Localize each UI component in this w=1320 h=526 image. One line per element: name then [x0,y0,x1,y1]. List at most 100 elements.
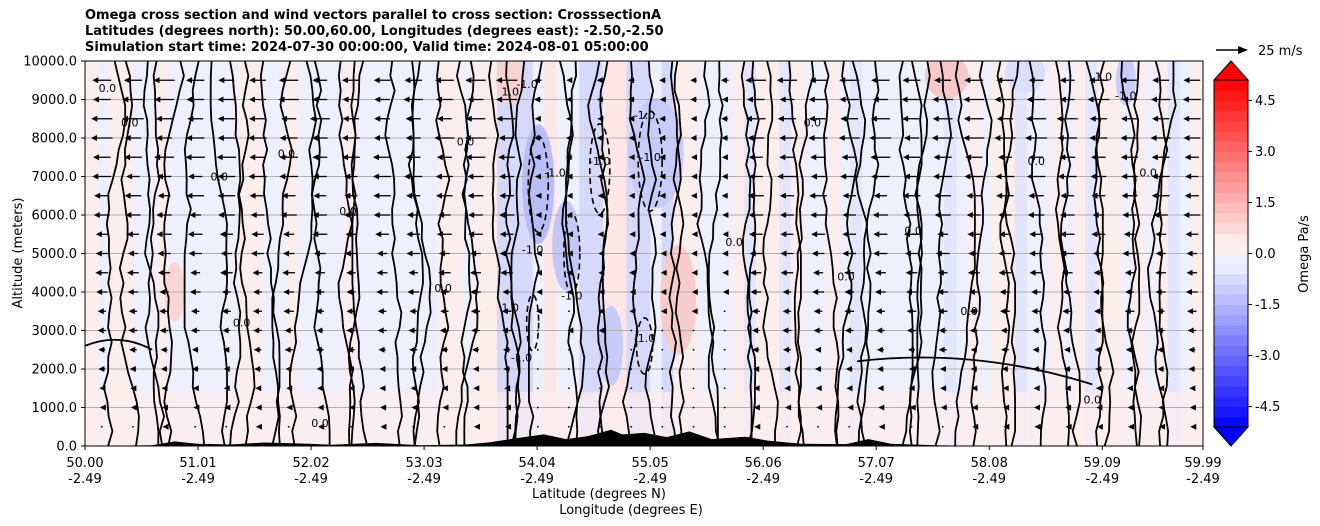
wind-vector-dot [599,348,601,351]
wind-vector-head [1091,231,1098,238]
wind-vector-head [749,250,756,257]
contour-label: -1.0 [634,332,655,345]
contour-label: 1.0 [502,86,520,99]
wind-vector-head [841,154,848,161]
wind-vector-head [377,327,384,334]
contour-zero [822,61,840,446]
wind-vector-head [1157,366,1164,372]
x-tick-label-lat: 59.99 [1184,456,1221,471]
wind-vector-head [905,269,912,276]
colorbar-band [1214,375,1248,387]
wind-vector-dot [661,329,664,332]
contour-label: 1.0 [502,301,520,314]
contour-negative [637,110,663,212]
wind-vector-head [1029,269,1036,276]
wind-vector-head [218,77,225,84]
wind-vector-head [156,231,163,238]
wind-vector-head [1125,289,1132,295]
wind-vector-head [845,366,852,372]
contour-negative [525,293,540,352]
wind-vector-head [938,346,945,353]
wind-vector-head [313,250,320,257]
wind-vector-head [160,346,167,353]
wind-vector-head [372,154,379,161]
wind-vector-head [998,269,1005,276]
wind-vector-head [1026,173,1033,180]
wind-vector-head [374,96,381,103]
wind-vector-head [660,250,667,257]
wind-vector-head [629,231,636,238]
wind-vector-head [598,250,605,257]
wind-vector-head [1065,404,1072,411]
wind-vector-head [659,96,666,103]
contour-zero [259,61,281,446]
wind-vector-head [629,289,636,295]
wind-vector-head [535,212,542,218]
wind-vector-head [1155,250,1162,257]
wind-vector-head [1093,269,1100,276]
wind-vector-head [901,96,908,103]
contour-label: 0.0 [121,116,139,129]
field-patch [598,305,623,386]
wind-vector-head [783,346,790,353]
wind-vector-head [222,327,229,334]
wind-vector-head [255,423,262,430]
wind-vector-head [566,77,573,84]
wind-vector-head [931,135,938,141]
wind-vector-head [596,135,603,141]
wind-vector-dot [630,425,633,428]
wind-vector-dot [910,425,913,428]
wind-vector-head [376,250,383,257]
wind-vector-head [188,173,195,180]
wind-vector-dot [692,425,695,428]
wind-vector-head [504,385,511,392]
wind-vector-head [280,212,287,218]
wind-vector-head [314,269,321,276]
wind-vector-head [691,308,698,315]
wind-vector-head [966,192,973,199]
wind-vector-head [750,289,757,295]
x-axis: 50.00-2.4951.01-2.4952.02-2.4953.03-2.49… [66,446,1222,487]
wind-vector-dot [630,406,633,409]
wind-vector-head [1182,96,1189,103]
wind-vector-head [190,327,197,334]
field-patch [496,61,525,106]
wind-vector-dot [630,387,633,390]
wind-vector-dot [568,368,570,370]
wind-vector-head [254,366,261,372]
x-tick-label-lon: -2.49 [859,472,893,487]
wind-vector-head [908,385,915,392]
wind-vector-head [840,115,847,122]
wind-vector-head [92,96,99,103]
wind-vector-head [344,192,351,199]
wind-vector-head [780,212,787,218]
wind-vector-head [467,96,474,103]
wind-vector-head [409,308,416,315]
contour-label: 0.0 [311,417,329,430]
wind-vector-head [534,154,541,161]
wind-vector-head [130,385,137,392]
wind-vector-head [872,96,879,103]
y-tick-label: 7000.0 [32,170,78,185]
wind-vector-head [441,385,448,392]
colorbar-tick-label: 3.0 [1255,145,1276,160]
wind-vector-head [842,250,849,257]
contour-label: -1.0 [516,78,537,91]
wind-vector-head [255,385,262,392]
colorbar-band [1214,80,1248,91]
wind-vector-head [659,212,666,218]
wind-vector-head [536,289,543,295]
wind-vector-head [1034,423,1041,430]
wind-vector-head [155,115,162,122]
wind-vector-head [1184,192,1191,199]
wind-vector-head [190,269,197,276]
x-tick-label-lon: -2.49 [1186,472,1220,487]
contour-zero [271,61,293,446]
y-axis-label: Altitude (meters) [11,198,26,309]
wind-vector-head [346,327,353,334]
wind-vector-head [659,231,666,238]
wind-vector-head [939,366,946,372]
wind-vector-head [193,404,200,411]
wind-vector-head [1028,77,1035,84]
wind-vector-dot [723,425,726,428]
